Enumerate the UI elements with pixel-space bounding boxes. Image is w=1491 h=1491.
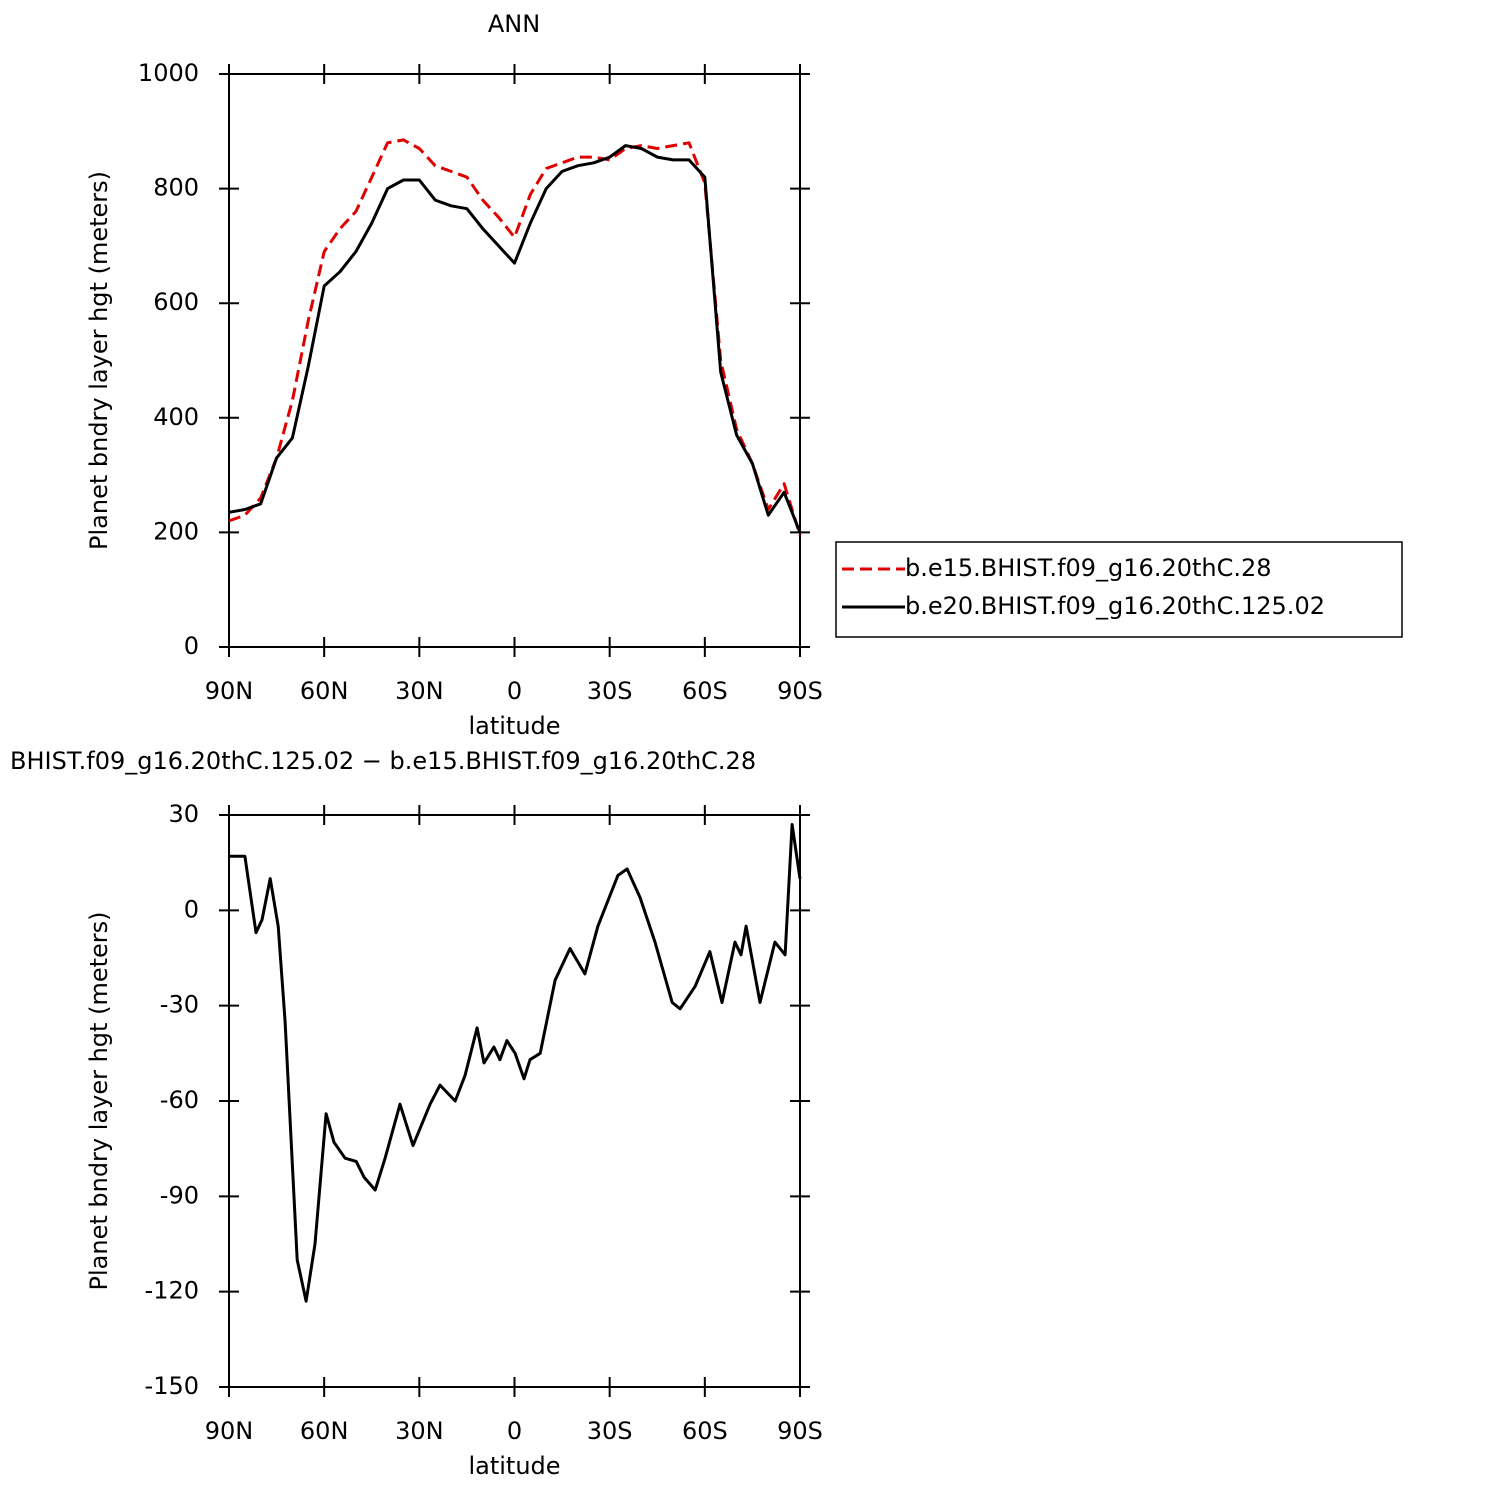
y-tick-label: -60 — [160, 1086, 199, 1114]
y-tick-label: 1000 — [138, 59, 199, 87]
y-tick-label: 0 — [184, 632, 199, 660]
plot-frame — [228, 73, 801, 648]
y-tick-label: 400 — [153, 403, 199, 431]
x-axis-label: latitude — [468, 712, 560, 740]
series-line — [229, 823, 802, 1303]
x-tick-label: 90S — [777, 1417, 823, 1445]
x-tick-label: 30S — [587, 677, 633, 705]
x-tick-label: 60N — [300, 1417, 349, 1445]
y-tick-label: -90 — [160, 1181, 199, 1209]
legend-label: b.e20.BHIST.f09_g16.20thC.125.02 — [905, 592, 1325, 620]
x-tick-label: 60N — [300, 677, 349, 705]
plot-frame — [228, 814, 801, 1388]
x-tick-label: 30N — [395, 677, 444, 705]
y-tick-label: -120 — [145, 1277, 199, 1305]
y-tick-label: 800 — [153, 174, 199, 202]
x-tick-label: 0 — [507, 677, 522, 705]
x-tick-label: 90N — [205, 1417, 254, 1445]
chart-title: ANN — [488, 10, 540, 38]
y-tick-label: 600 — [153, 288, 199, 316]
y-tick-label: -30 — [160, 991, 199, 1019]
y-tick-label: 0 — [184, 895, 199, 923]
x-axis-label: latitude — [468, 1452, 560, 1480]
y-axis-label: Planet bndry layer hgt (meters) — [85, 912, 113, 1291]
legend-label: b.e15.BHIST.f09_g16.20thC.28 — [905, 554, 1272, 582]
y-tick-label: 200 — [153, 517, 199, 545]
y-tick-label: 30 — [168, 800, 199, 828]
x-tick-label: 60S — [682, 1417, 728, 1445]
x-tick-label: 30S — [587, 1417, 633, 1445]
x-tick-label: 90S — [777, 677, 823, 705]
series-line — [228, 138, 802, 536]
x-tick-label: 0 — [507, 1417, 522, 1445]
x-tick-label: 30N — [395, 1417, 444, 1445]
chart-title: BHIST.f09_g16.20thC.125.02 − b.e15.BHIST… — [10, 747, 756, 775]
x-tick-label: 60S — [682, 677, 728, 705]
y-axis-label: Planet bndry layer hgt (meters) — [85, 171, 113, 550]
legend-box — [835, 541, 1403, 638]
series-line — [228, 144, 802, 533]
y-tick-label: -150 — [145, 1372, 199, 1400]
x-tick-label: 90N — [205, 677, 254, 705]
